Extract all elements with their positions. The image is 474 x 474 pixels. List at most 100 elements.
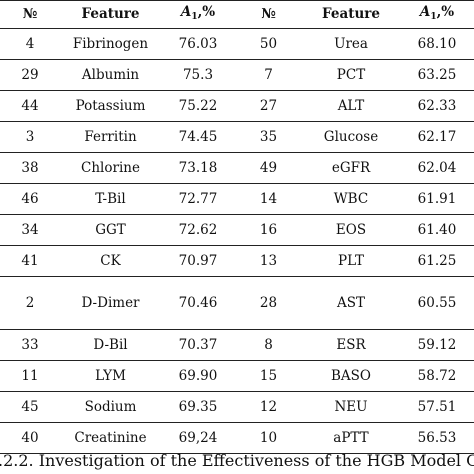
header-accuracy-right: A1,% bbox=[400, 0, 474, 29]
row-number-right: 16 bbox=[235, 214, 302, 246]
feature-name-left: D-Bil bbox=[60, 329, 161, 361]
accuracy-value-right: 63.25 bbox=[400, 59, 474, 91]
row-number-left: 44 bbox=[0, 90, 60, 122]
row-number-right: 12 bbox=[235, 391, 302, 423]
feature-name-right: NEU bbox=[302, 391, 400, 423]
accuracy-value-left: 72.62 bbox=[161, 214, 235, 246]
feature-name-right: PLT bbox=[302, 245, 400, 277]
section-heading: .2.2. Investigation of the Effectiveness… bbox=[0, 451, 474, 470]
feature-name-left: D-Dimer bbox=[60, 276, 161, 330]
accuracy-value-left: 74.45 bbox=[161, 121, 235, 153]
feature-name-right: aPTT bbox=[302, 422, 400, 454]
table-row: 4 Fibrinogen 76.03 50 Urea 68.10 bbox=[0, 28, 474, 60]
row-number-right: 14 bbox=[235, 183, 302, 215]
accuracy-symbol: A bbox=[180, 3, 192, 20]
row-number-right: 15 bbox=[235, 360, 302, 392]
table-row: 34 GGT 72.62 16 EOS 61.40 bbox=[0, 214, 474, 246]
feature-name-right: WBC bbox=[302, 183, 400, 215]
row-number-right: 50 bbox=[235, 28, 302, 60]
table-row: 2 D-Dimer 70.46 28 AST 60.55 bbox=[0, 276, 474, 330]
row-number-left: 34 bbox=[0, 214, 60, 246]
row-number-right: 28 bbox=[235, 276, 302, 330]
feature-name-right: ESR bbox=[302, 329, 400, 361]
accuracy-value-right: 57.51 bbox=[400, 391, 474, 423]
table-row: 29 Albumin 75.3 7 PCT 63.25 bbox=[0, 59, 474, 91]
row-number-right: 10 bbox=[235, 422, 302, 454]
row-number-left: 3 bbox=[0, 121, 60, 153]
row-number-left: 38 bbox=[0, 152, 60, 184]
accuracy-value-right: 61.40 bbox=[400, 214, 474, 246]
row-number-right: 8 bbox=[235, 329, 302, 361]
feature-name-right: Urea bbox=[302, 28, 400, 60]
header-number-right: № bbox=[235, 0, 302, 29]
accuracy-symbol: A bbox=[419, 3, 431, 20]
accuracy-value-right: 62.04 bbox=[400, 152, 474, 184]
accuracy-subscript: 1 bbox=[430, 11, 437, 22]
header-feature-right: Feature bbox=[302, 0, 400, 29]
row-number-right: 49 bbox=[235, 152, 302, 184]
accuracy-value-left: 70.46 bbox=[161, 276, 235, 330]
feature-name-right: EOS bbox=[302, 214, 400, 246]
feature-name-left: Potassium bbox=[60, 90, 161, 122]
accuracy-value-right: 58.72 bbox=[400, 360, 474, 392]
accuracy-value-left: 69.35 bbox=[161, 391, 235, 423]
accuracy-value-left: 70.37 bbox=[161, 329, 235, 361]
accuracy-value-right: 60.55 bbox=[400, 276, 474, 330]
feature-name-right: PCT bbox=[302, 59, 400, 91]
feature-name-left: Fibrinogen bbox=[60, 28, 161, 60]
feature-name-left: LYM bbox=[60, 360, 161, 392]
accuracy-value-left: 75.22 bbox=[161, 90, 235, 122]
feature-name-left: GGT bbox=[60, 214, 161, 246]
row-number-right: 27 bbox=[235, 90, 302, 122]
table-row: 33 D-Bil 70.37 8 ESR 59.12 bbox=[0, 329, 474, 361]
feature-name-left: Ferritin bbox=[60, 121, 161, 153]
row-number-left: 29 bbox=[0, 59, 60, 91]
feature-accuracy-table: № Feature A1,% № Feature A1,% 4 Fibrinoge… bbox=[0, 0, 474, 454]
accuracy-value-right: 61.91 bbox=[400, 183, 474, 215]
row-number-right: 35 bbox=[235, 121, 302, 153]
table-row: 46 T-Bil 72.77 14 WBC 61.91 bbox=[0, 183, 474, 215]
accuracy-value-right: 56.53 bbox=[400, 422, 474, 454]
feature-name-left: Sodium bbox=[60, 391, 161, 423]
accuracy-value-left: 73.18 bbox=[161, 152, 235, 184]
row-number-left: 46 bbox=[0, 183, 60, 215]
feature-name-left: T-Bil bbox=[60, 183, 161, 215]
row-number-left: 2 bbox=[0, 276, 60, 330]
table-header: № Feature A1,% № Feature A1,% bbox=[0, 0, 474, 29]
feature-name-left: Albumin bbox=[60, 59, 161, 91]
accuracy-value-right: 59.12 bbox=[400, 329, 474, 361]
header-feature-left: Feature bbox=[60, 0, 161, 29]
table-row: 3 Ferritin 74.45 35 Glucose 62.17 bbox=[0, 121, 474, 153]
accuracy-value-left: 72.77 bbox=[161, 183, 235, 215]
accuracy-value-left: 70.97 bbox=[161, 245, 235, 277]
accuracy-value-right: 61.25 bbox=[400, 245, 474, 277]
accuracy-value-left: 69,24 bbox=[161, 422, 235, 454]
feature-name-left: CK bbox=[60, 245, 161, 277]
accuracy-unit: ,% bbox=[197, 3, 216, 20]
row-number-left: 41 bbox=[0, 245, 60, 277]
feature-name-left: Chlorine bbox=[60, 152, 161, 184]
feature-name-right: eGFR bbox=[302, 152, 400, 184]
accuracy-subscript: 1 bbox=[191, 11, 198, 22]
row-number-left: 45 bbox=[0, 391, 60, 423]
header-number-left: № bbox=[0, 0, 60, 29]
table-row: 40 Creatinine 69,24 10 aPTT 56.53 bbox=[0, 422, 474, 454]
row-number-right: 13 bbox=[235, 245, 302, 277]
table-row: 44 Potassium 75.22 27 ALT 62.33 bbox=[0, 90, 474, 122]
accuracy-value-right: 62.17 bbox=[400, 121, 474, 153]
table-row: 41 CK 70.97 13 PLT 61.25 bbox=[0, 245, 474, 277]
header-row: № Feature A1,% № Feature A1,% bbox=[0, 0, 474, 29]
table-row: 45 Sodium 69.35 12 NEU 57.51 bbox=[0, 391, 474, 423]
accuracy-value-left: 76.03 bbox=[161, 28, 235, 60]
table-row: 38 Chlorine 73.18 49 eGFR 62.04 bbox=[0, 152, 474, 184]
row-number-left: 40 bbox=[0, 422, 60, 454]
accuracy-value-right: 62.33 bbox=[400, 90, 474, 122]
header-accuracy-left: A1,% bbox=[161, 0, 235, 29]
accuracy-unit: ,% bbox=[436, 3, 455, 20]
accuracy-value-left: 75.3 bbox=[161, 59, 235, 91]
accuracy-value-left: 69.90 bbox=[161, 360, 235, 392]
row-number-left: 4 bbox=[0, 28, 60, 60]
feature-name-right: ALT bbox=[302, 90, 400, 122]
table-row: 11 LYM 69.90 15 BASO 58.72 bbox=[0, 360, 474, 392]
